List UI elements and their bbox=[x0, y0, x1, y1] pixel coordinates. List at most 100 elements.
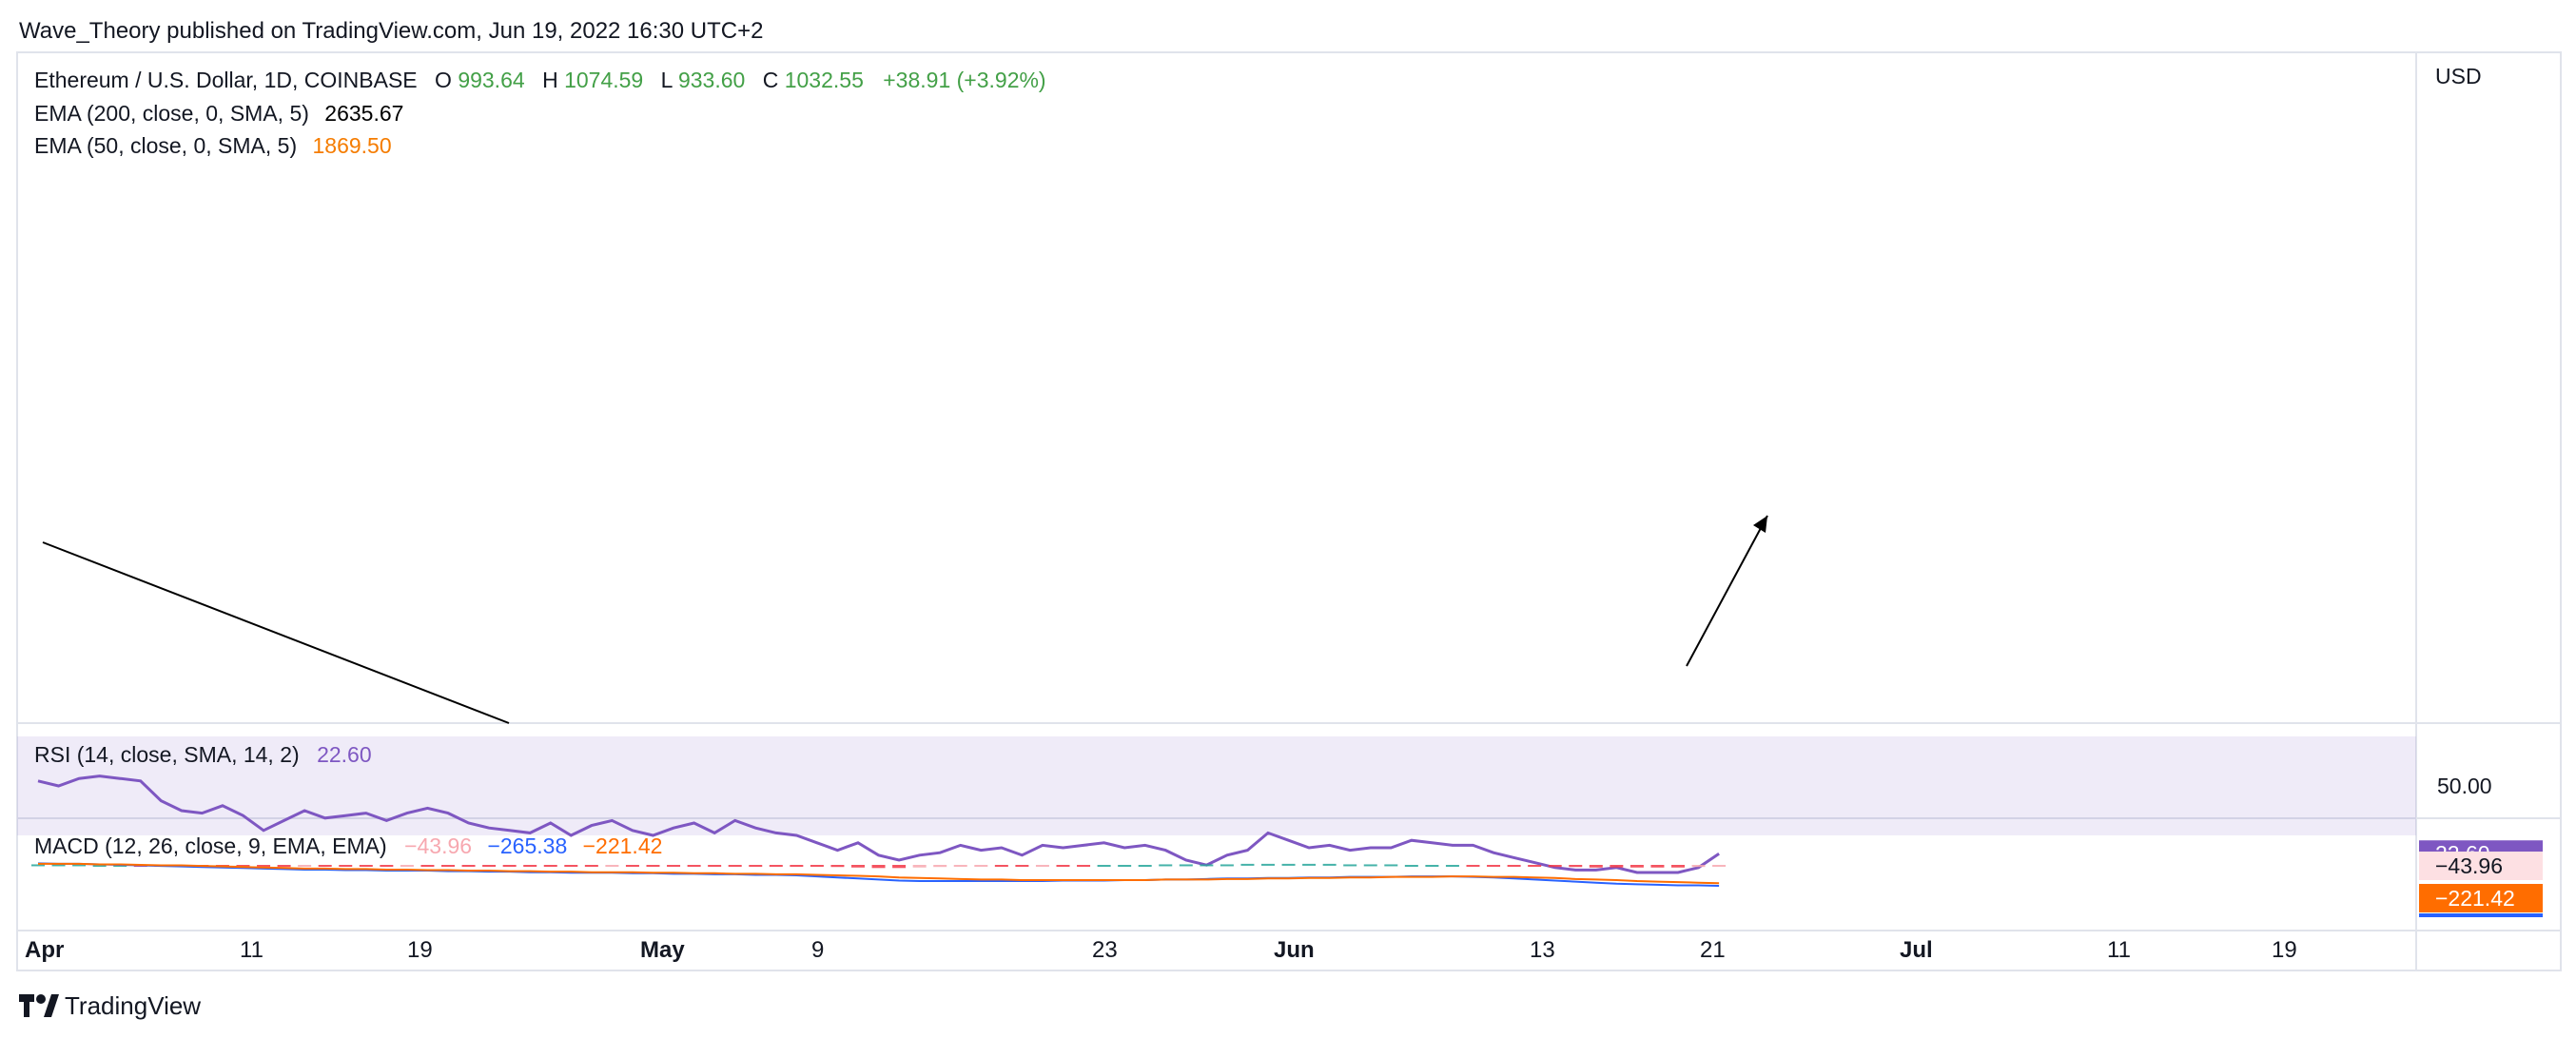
low-value: 933.60 bbox=[678, 68, 745, 92]
macd-histogram-bar bbox=[420, 865, 435, 867]
time-tick: Apr bbox=[25, 937, 64, 963]
time-tick: 23 bbox=[1092, 937, 1118, 963]
time-scale[interactable]: Apr 11 19 May 9 23 Jun 13 21 Jul 11 19 bbox=[25, 937, 2297, 963]
brand-text: TradingView bbox=[65, 991, 201, 1020]
macd-histogram-bar bbox=[1487, 865, 1501, 867]
macd-histogram-bar bbox=[1179, 864, 1193, 867]
macd-histogram-bar bbox=[871, 865, 886, 869]
macd-histogram-bar bbox=[298, 865, 312, 867]
macd-histogram-bar bbox=[851, 865, 865, 868]
macd-histogram-bar bbox=[1466, 865, 1480, 867]
macd-histogram-bar bbox=[769, 865, 783, 867]
macd-histogram-bar bbox=[953, 865, 967, 867]
macd-pane[interactable] bbox=[31, 862, 1727, 887]
macd-histogram-bar bbox=[1200, 864, 1214, 867]
macd-histogram-bar bbox=[502, 865, 517, 867]
macd-histogram-bar bbox=[1445, 865, 1459, 867]
macd-histogram-bar bbox=[708, 865, 722, 867]
macd-legend-signal: −221.42 bbox=[583, 833, 663, 858]
macd-histogram-bar bbox=[790, 865, 804, 867]
time-tick: 21 bbox=[1700, 937, 1726, 963]
macd-legend-hist: −43.96 bbox=[404, 833, 472, 858]
macd-histogram-bar bbox=[1281, 863, 1296, 866]
svg-text:Ethereum / U.S. Dollar, 1D, CO: Ethereum / U.S. Dollar, 1D, COINBASE O 9… bbox=[34, 68, 1046, 92]
svg-text:EMA (200, close, 0, SMA, 5)[interactable]: EMA (200, close, 0, SMA, 5) 2635.67 bbox=[34, 101, 403, 126]
macd-histogram-bar bbox=[1589, 865, 1603, 868]
macd-histogram-bar bbox=[236, 865, 250, 867]
macd-histogram-bar bbox=[912, 865, 927, 868]
macd-histogram-bar bbox=[1240, 863, 1255, 866]
macd-histogram-bar bbox=[564, 865, 578, 867]
macd-legend: MACD (12, 26, close, 9, EMA, EMA) bbox=[34, 833, 387, 858]
time-tick: 19 bbox=[407, 937, 433, 963]
arrow-head bbox=[1753, 516, 1767, 533]
macd-histogram-bar bbox=[1015, 865, 1029, 867]
time-tick: 19 bbox=[2272, 937, 2297, 963]
ema50-legend-value: 1869.50 bbox=[313, 133, 392, 158]
ema50-legend: EMA (50, close, 0, SMA, 5) bbox=[34, 133, 297, 158]
macd-histogram-bar bbox=[1425, 865, 1439, 867]
macd-hist-value: −43.96 bbox=[2435, 853, 2503, 878]
trend-line bbox=[42, 541, 510, 724]
macd-histogram-bar bbox=[1691, 865, 1706, 868]
legend: Ethereum / U.S. Dollar, 1D, COINBASE O 9… bbox=[34, 68, 1046, 858]
macd-histogram-bar bbox=[523, 865, 537, 867]
macd-histogram-bar bbox=[1569, 865, 1583, 868]
macd-histogram-bar bbox=[892, 865, 907, 869]
ema200-legend: EMA (200, close, 0, SMA, 5) bbox=[34, 101, 309, 126]
macd-signal-line bbox=[38, 862, 1720, 885]
macd-histogram-bar bbox=[1404, 865, 1418, 867]
publisher-text: Wave_Theory published on TradingView.com… bbox=[19, 18, 763, 44]
macd-histogram-bar bbox=[1363, 864, 1377, 867]
macd-histogram-bar bbox=[584, 865, 598, 867]
rsi-band bbox=[17, 736, 2416, 835]
time-tick: 11 bbox=[2107, 937, 2131, 963]
macd-histogram-bar bbox=[994, 865, 1008, 867]
macd-histogram-bar bbox=[1528, 865, 1542, 867]
time-tick: Jul bbox=[1900, 937, 1933, 963]
macd-histogram-bar bbox=[646, 865, 660, 867]
svg-text:EMA (50, close, 0, SMA, 5)[interactable]: EMA (50, close, 0, SMA, 5) 1869.50 bbox=[34, 133, 392, 158]
macd-histogram-bar bbox=[31, 864, 45, 867]
low-label-text: L bbox=[661, 68, 673, 92]
price-scale[interactable]: USD3200.001600.001300.00800.00High3581.6… bbox=[2302, 0, 2543, 917]
macd-histogram-bar bbox=[1056, 865, 1070, 867]
macd-histogram-bar bbox=[1671, 865, 1685, 868]
open-value: 993.64 bbox=[458, 68, 525, 92]
macd-histogram-bar bbox=[933, 865, 947, 868]
macd-histogram-bar bbox=[72, 864, 87, 867]
rsi-pane[interactable] bbox=[17, 736, 2416, 874]
macd-histogram-bar bbox=[1548, 865, 1562, 868]
time-tick: 11 bbox=[240, 937, 263, 963]
svg-text:RSI (14, close, SMA, 14, 2)[interactable]: RSI (14, close, SMA, 14, 2) 22.60 bbox=[34, 742, 372, 767]
macd-histogram-bar bbox=[1159, 864, 1173, 867]
projection-arrow bbox=[1686, 515, 1768, 667]
high-value: 1074.59 bbox=[564, 68, 643, 92]
rsi-legend-value: 22.60 bbox=[317, 742, 372, 767]
close-label: C bbox=[763, 68, 779, 92]
macd-histogram-bar bbox=[974, 865, 988, 867]
macd-line-marker bbox=[2419, 913, 2543, 917]
macd-histogram-bar bbox=[461, 865, 476, 867]
close-value: 1032.55 bbox=[785, 68, 864, 92]
macd-histogram-bar bbox=[1261, 863, 1275, 866]
time-tick: May bbox=[640, 937, 685, 963]
price-pane[interactable]: 0.618(1583.92)0.65(1620.43)0.382(1314.64… bbox=[17, 0, 2416, 724]
macd-signal-value: −221.42 bbox=[2435, 886, 2515, 911]
rsi-tick: 50.00 bbox=[2437, 774, 2492, 798]
macd-histogram-bar bbox=[605, 865, 619, 867]
macd-histogram-bar bbox=[257, 865, 271, 868]
svg-text:MACD (12, 26, close, 9, EMA, E[interactable]: MACD (12, 26, close, 9, EMA, EMA) −43.96… bbox=[34, 833, 662, 858]
macd-histogram-bar bbox=[810, 865, 824, 867]
macd-histogram-bar bbox=[51, 864, 66, 867]
macd-histogram-bar bbox=[1630, 865, 1644, 868]
macd-histogram-bar bbox=[359, 865, 373, 867]
time-tick: Jun bbox=[1274, 937, 1315, 963]
macd-histogram-bar bbox=[1610, 865, 1624, 868]
macd-histogram-bar bbox=[1302, 863, 1317, 866]
macd-histogram-bar bbox=[380, 865, 394, 867]
macd-histogram-bar bbox=[1118, 865, 1132, 867]
macd-histogram-bar bbox=[318, 865, 332, 867]
tradingview-logo bbox=[19, 994, 59, 1017]
